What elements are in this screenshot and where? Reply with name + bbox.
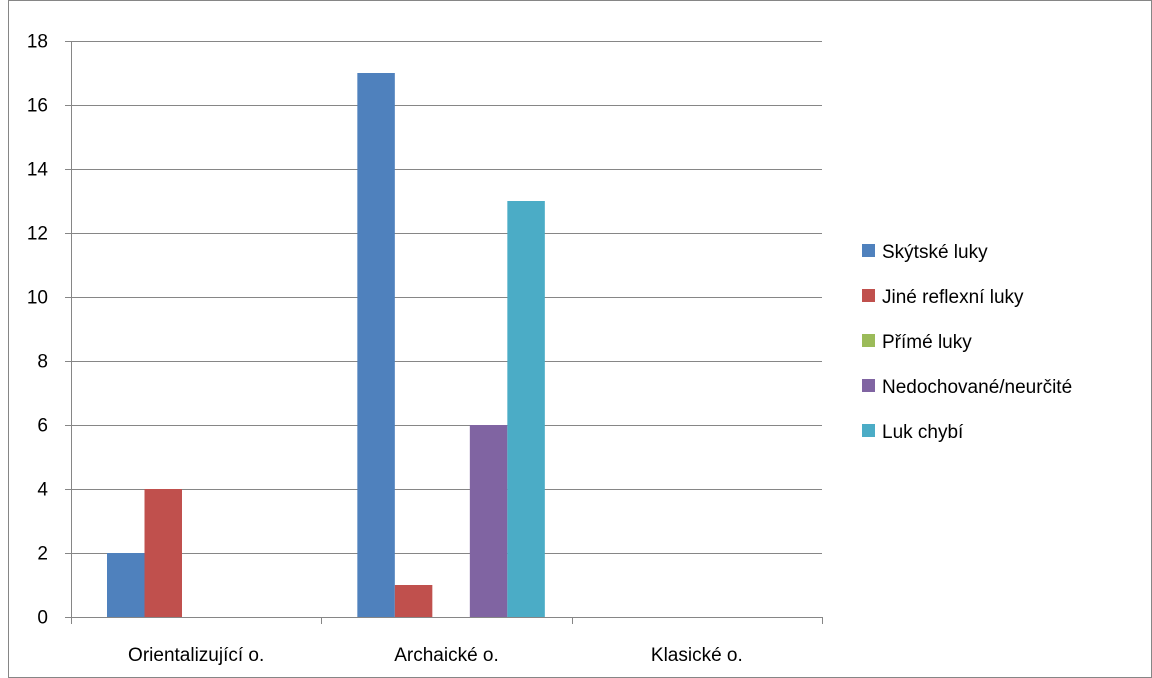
chart-border [8,0,1152,678]
gridlines [71,41,822,554]
bar [107,553,145,617]
bar [144,489,182,617]
y-tick-label: 16 [27,96,48,117]
legend-label: Skýtské luky [882,242,988,263]
legend: Skýtské luky Jiné reflexní luky Přímé luky… [862,242,1072,443]
legend-label: Luk chybí [882,422,964,443]
legend-label: Jiné reflexní luky [882,287,1024,308]
axes: 0 2 4 6 8 10 12 14 16 18 Orientalizující o. Archaic… [27,32,823,666]
bar [469,425,508,617]
legend-swatch [862,334,875,347]
y-tick-label: 6 [37,416,48,437]
y-tick-label: 8 [37,352,48,373]
bars [107,73,545,617]
y-tick-label: 12 [27,224,48,245]
legend-swatch [862,379,875,392]
y-tick-label: 2 [37,544,48,565]
legend-swatch [862,424,875,437]
y-tick-label: 10 [27,288,48,309]
legend-swatch [862,244,875,257]
y-tick-label: 14 [27,160,49,181]
y-tick-label: 0 [37,608,48,629]
legend-swatch [862,289,875,302]
y-tick-label: 18 [27,32,48,53]
bar [394,585,433,617]
bar [507,201,545,617]
legend-label: Přímé luky [882,332,972,353]
bar [357,73,395,617]
x-tick-label: Klasické o. [651,645,743,666]
legend-label: Nedochované/neurčité [882,377,1072,398]
x-tick-label: Archaické o. [394,645,499,666]
y-tick-label: 4 [37,480,48,501]
x-tick-label: Orientalizující o. [128,645,264,666]
